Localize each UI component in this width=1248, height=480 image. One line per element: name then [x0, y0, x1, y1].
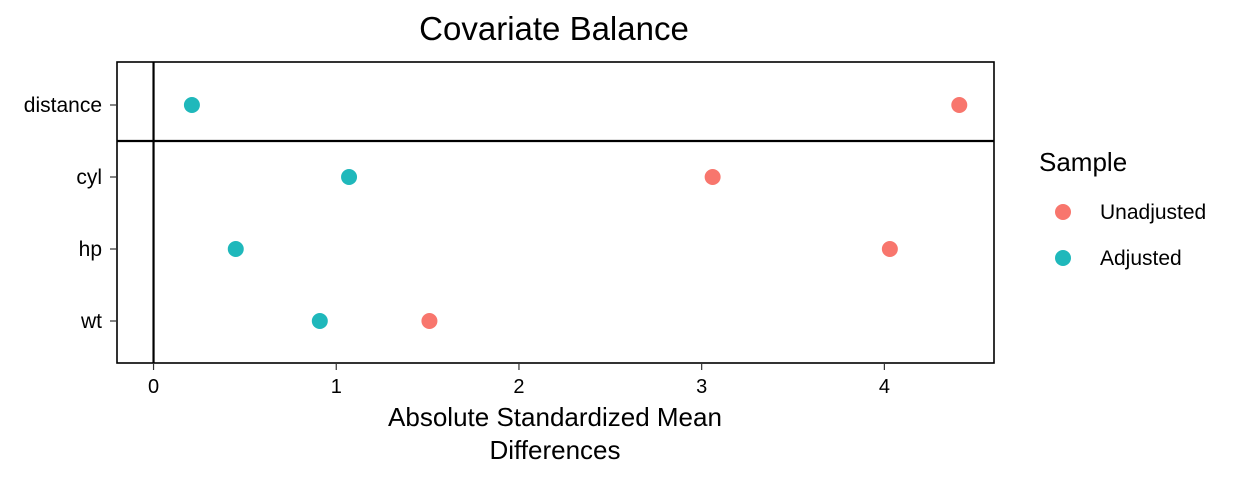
data-points [183, 97, 968, 329]
point-adjusted-cyl [341, 169, 358, 185]
point-unadjusted-distance [951, 97, 968, 113]
x-tick-label-4: 4 [879, 376, 890, 398]
y-tick-label-hp: hp [79, 238, 102, 261]
x-tick-label-0: 0 [148, 376, 159, 398]
x-axis-label-line-1: Absolute Standardized Mean [388, 402, 722, 432]
point-unadjusted-hp [881, 241, 898, 257]
x-tick-label-3: 3 [696, 376, 707, 398]
y-tick-label-distance: distance [24, 94, 102, 117]
legend-title: Sample [1039, 147, 1127, 177]
point-adjusted-wt [311, 313, 328, 329]
legend-label-unadjusted: Unadjusted [1100, 201, 1206, 224]
y-tick-label-wt: wt [80, 310, 102, 333]
legend-label-adjusted: Adjusted [1100, 247, 1182, 270]
legend: Sample Unadjusted Adjusted [1039, 147, 1206, 270]
reference-lines [117, 62, 994, 363]
plot-panel [116, 61, 995, 364]
point-unadjusted-cyl [704, 169, 721, 185]
x-axis-label-line-2: Differences [489, 435, 620, 465]
point-unadjusted-wt [421, 313, 438, 329]
point-adjusted-distance [183, 97, 200, 113]
x-tick-label-1: 1 [331, 376, 342, 398]
x-axis-ticks: 0 1 2 3 4 [148, 363, 890, 398]
legend-key-unadjusted [1055, 204, 1071, 220]
legend-key-adjusted [1055, 250, 1071, 266]
y-axis-ticks: distance cyl hp wt [24, 94, 117, 333]
x-tick-label-2: 2 [513, 376, 524, 398]
chart-title: Covariate Balance [419, 10, 689, 47]
y-tick-label-cyl: cyl [76, 166, 102, 189]
point-adjusted-hp [227, 241, 244, 257]
